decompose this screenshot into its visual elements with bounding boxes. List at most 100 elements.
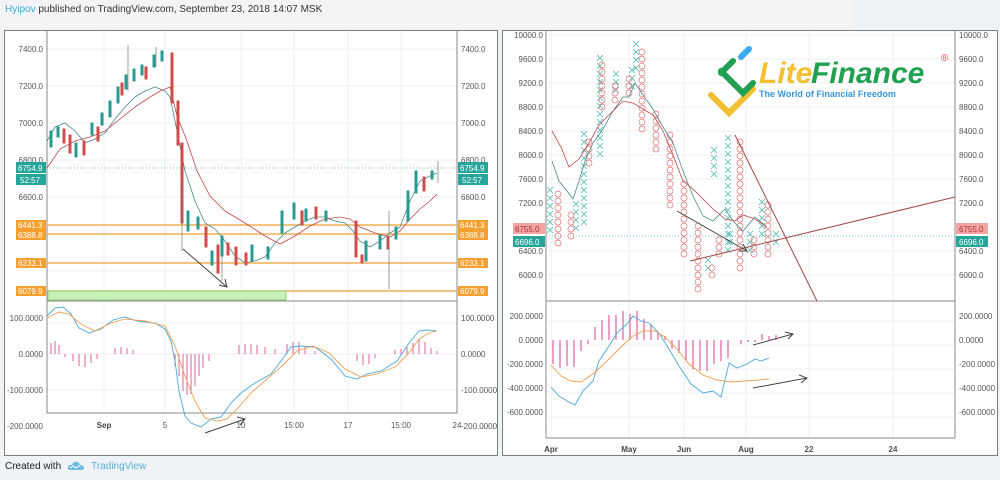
svg-text:10000.0: 10000.0 xyxy=(959,31,988,40)
svg-text:9200.0: 9200.0 xyxy=(959,79,984,88)
svg-text:Sep: Sep xyxy=(97,421,112,430)
macd-axis-left: 100.0000 0.0000 -100.0000 -200.0000 xyxy=(7,314,44,431)
footer: Created with TradingView xyxy=(5,460,146,472)
pf-annotation-arrow[interactable] xyxy=(676,210,748,252)
svg-text:6400.0: 6400.0 xyxy=(959,247,984,256)
svg-text:-400.0000: -400.0000 xyxy=(507,384,544,393)
svg-text:0.0000: 0.0000 xyxy=(959,336,984,345)
svg-text:6696.0: 6696.0 xyxy=(959,238,984,247)
right-price-tags: 6754.9 52:57 6441.3 6388.8 6233.1 6079.9 xyxy=(458,162,488,296)
svg-text:6441.3: 6441.3 xyxy=(460,221,485,230)
pf-left-axis: 10000.0 9600.0 9200.0 8800.0 8400.0 8000… xyxy=(514,31,543,280)
svg-text:-600.0000: -600.0000 xyxy=(959,408,996,417)
svg-text:8400.0: 8400.0 xyxy=(959,127,984,136)
svg-text:7600.0: 7600.0 xyxy=(959,175,984,184)
left-axis-label: 6800.0 xyxy=(19,156,44,165)
svg-text:6079.9: 6079.9 xyxy=(460,287,485,296)
logo-check-icon xyxy=(708,86,756,118)
right-axis-label: 7400.0 xyxy=(461,45,486,54)
svg-text:7200.0: 7200.0 xyxy=(519,199,544,208)
svg-text:15:00: 15:00 xyxy=(284,421,305,430)
pf-macd-axis-right: 200.0000 0.0000 -200.0000 -400.0000 -600… xyxy=(959,312,996,417)
svg-text:6233.1: 6233.1 xyxy=(460,259,485,268)
pf-x-axis: Apr May Jun Aug 22 24 xyxy=(544,445,898,454)
svg-text:6441.3: 6441.3 xyxy=(18,221,43,230)
svg-text:6400.0: 6400.0 xyxy=(519,247,544,256)
macd-divergence-arrow[interactable] xyxy=(204,418,246,434)
annotation-arrow[interactable] xyxy=(182,248,228,288)
svg-text:6000.0: 6000.0 xyxy=(959,271,984,280)
svg-text:6000.0: 6000.0 xyxy=(519,271,544,280)
resistance-trendline[interactable] xyxy=(734,134,818,302)
svg-text:6388.8: 6388.8 xyxy=(460,231,485,240)
right-axis-label: 7000.0 xyxy=(461,119,486,128)
right-chart-panel: 10000.0 9600.0 9200.0 8800.0 8400.0 8000… xyxy=(502,30,998,456)
svg-text:8800.0: 8800.0 xyxy=(959,103,984,112)
pf-macd-histogram xyxy=(552,311,777,371)
svg-text:Aug: Aug xyxy=(738,445,754,454)
svg-text:Jun: Jun xyxy=(677,445,691,454)
svg-text:5: 5 xyxy=(163,421,168,430)
svg-text:Finance: Finance xyxy=(811,57,924,90)
svg-text:200.0000: 200.0000 xyxy=(959,312,993,321)
pf-ma-fast xyxy=(551,82,768,232)
right-chart-svg[interactable]: 10000.0 9600.0 9200.0 8800.0 8400.0 8000… xyxy=(503,31,999,457)
svg-text:6754.9: 6754.9 xyxy=(460,164,485,173)
pf-price-tags-right: 6755.0 6696.0 xyxy=(956,223,988,247)
right-axis-label: 6600.0 xyxy=(461,193,486,202)
svg-text:-100.0000: -100.0000 xyxy=(7,386,44,395)
pf-macd-line xyxy=(550,315,770,406)
support-trendline[interactable] xyxy=(689,196,956,262)
ma-slow-line xyxy=(46,86,438,245)
pf-macd-arrow-1[interactable] xyxy=(752,333,794,346)
left-price-tags: 6754.9 52:57 6441.3 6388.8 6233.1 6079.9 xyxy=(16,162,46,296)
svg-text:9600.0: 9600.0 xyxy=(519,55,544,64)
svg-text:6696.0: 6696.0 xyxy=(515,238,540,247)
highlight-zone[interactable] xyxy=(47,290,287,301)
svg-text:10000.0: 10000.0 xyxy=(514,31,543,40)
svg-text:7200.0: 7200.0 xyxy=(959,199,984,208)
svg-text:0.0000: 0.0000 xyxy=(19,350,44,359)
author-link[interactable]: Hyipov xyxy=(5,4,36,15)
ma-fast-line xyxy=(46,86,438,264)
svg-text:®: ® xyxy=(941,53,949,64)
left-chart-panel: 7400.0 7200.0 7000.0 6800.0 6600.0 6200.… xyxy=(4,30,498,456)
svg-text:100.0000: 100.0000 xyxy=(461,314,495,323)
svg-text:22: 22 xyxy=(805,445,814,454)
svg-text:-400.0000: -400.0000 xyxy=(959,384,996,393)
macd-line xyxy=(46,306,438,428)
svg-text:52:57: 52:57 xyxy=(462,176,483,185)
right-axis-label: 6800.0 xyxy=(461,156,486,165)
litefinance-logo: Lite Finance ® The World of Financial Fr… xyxy=(708,46,949,118)
svg-text:0.0000: 0.0000 xyxy=(461,350,486,359)
svg-text:6388.8: 6388.8 xyxy=(18,231,43,240)
svg-text:-200.0000: -200.0000 xyxy=(461,422,498,431)
header-bar: Hyipov published on TradingView.com, Sep… xyxy=(0,0,855,28)
svg-text:6755.0: 6755.0 xyxy=(959,225,984,234)
svg-text:May: May xyxy=(621,445,637,454)
svg-text:6755.0: 6755.0 xyxy=(515,225,540,234)
publish-info: Hyipov published on TradingView.com, Sep… xyxy=(5,4,322,15)
right-axis-label: 7200.0 xyxy=(461,82,486,91)
svg-text:52:57: 52:57 xyxy=(20,176,41,185)
macd-histogram xyxy=(50,340,438,395)
svg-text:7600.0: 7600.0 xyxy=(519,175,544,184)
left-x-axis: Sep 5 10 15:00 17 15:00 24 xyxy=(97,421,462,430)
left-axis-label: 6600.0 xyxy=(19,193,44,202)
candles[interactable] xyxy=(49,45,439,289)
svg-text:24: 24 xyxy=(453,421,462,430)
svg-text:6079.9: 6079.9 xyxy=(18,287,43,296)
svg-text:8000.0: 8000.0 xyxy=(959,151,984,160)
pf-macd-axis-left: 200.0000 0.0000 -200.0000 -400.0000 -600… xyxy=(507,312,544,417)
pf-o-columns[interactable] xyxy=(554,48,772,293)
left-chart-svg[interactable]: 7400.0 7200.0 7000.0 6800.0 6600.0 6200.… xyxy=(5,31,499,457)
svg-text:Lite: Lite xyxy=(759,57,812,90)
tradingview-link[interactable]: TradingView xyxy=(91,460,147,472)
pf-macd-arrow-2[interactable] xyxy=(752,377,808,389)
svg-text:-200.0000: -200.0000 xyxy=(959,360,996,369)
svg-text:6233.1: 6233.1 xyxy=(18,259,43,268)
svg-text:15:00: 15:00 xyxy=(391,421,412,430)
left-axis-label: 7400.0 xyxy=(19,45,44,54)
svg-text:100.0000: 100.0000 xyxy=(10,314,44,323)
left-axis-label: 7000.0 xyxy=(19,119,44,128)
